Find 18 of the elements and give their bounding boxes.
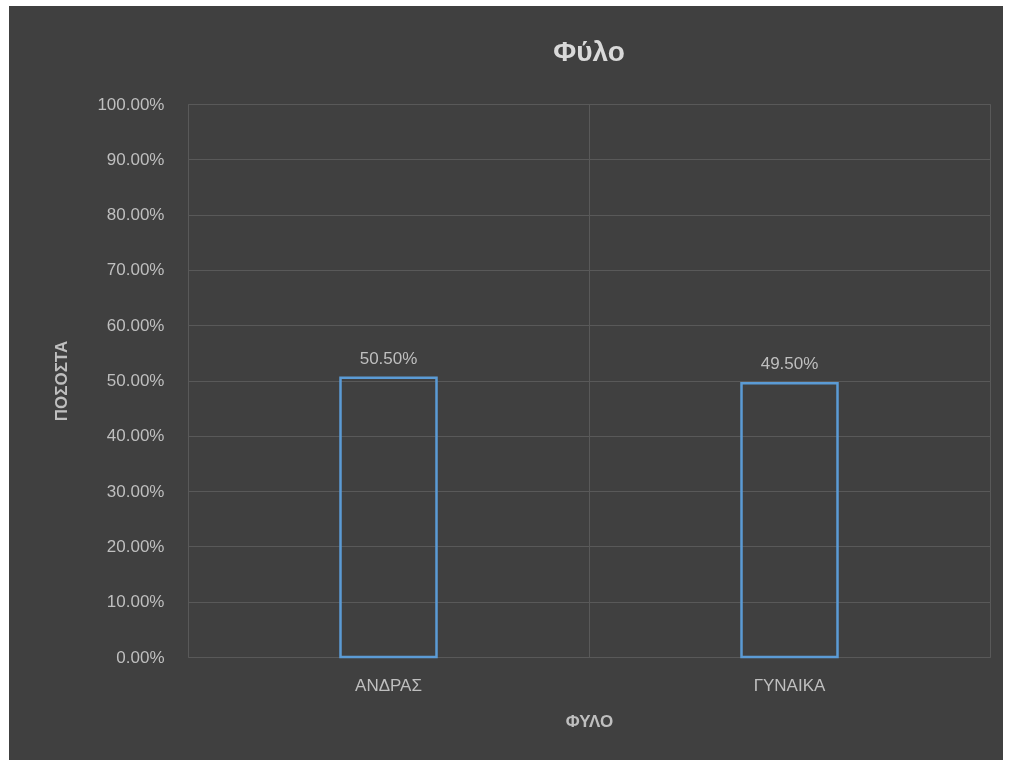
- y-tick-label: 20.00%: [106, 536, 165, 556]
- chart-title: Φύλο: [553, 36, 625, 67]
- data-label: 50.50%: [359, 348, 418, 368]
- y-tick-label: 80.00%: [106, 205, 165, 225]
- y-tick-label: 70.00%: [106, 260, 165, 280]
- y-tick-label: 30.00%: [106, 481, 165, 501]
- y-tick-label: 0.00%: [116, 647, 165, 667]
- y-tick-label: 50.00%: [106, 371, 165, 390]
- y-tick-label: 100.00%: [97, 94, 165, 114]
- x-axis-title: ΦΥΛΟ: [565, 711, 614, 731]
- data-label: 49.50%: [760, 354, 819, 374]
- y-tick-label: 90.00%: [106, 149, 165, 169]
- y-tick-label: 10.00%: [106, 592, 165, 612]
- y-tick-label: 60.00%: [106, 315, 165, 335]
- x-tick-label: ΓΥΝΑΙΚΑ: [753, 675, 827, 695]
- y-axis-title: ΠΟΣΟΣΤΑ: [52, 340, 72, 422]
- x-tick-label: ΑΝΔΡΑΣ: [355, 675, 422, 695]
- y-tick-label: 40.00%: [106, 426, 165, 446]
